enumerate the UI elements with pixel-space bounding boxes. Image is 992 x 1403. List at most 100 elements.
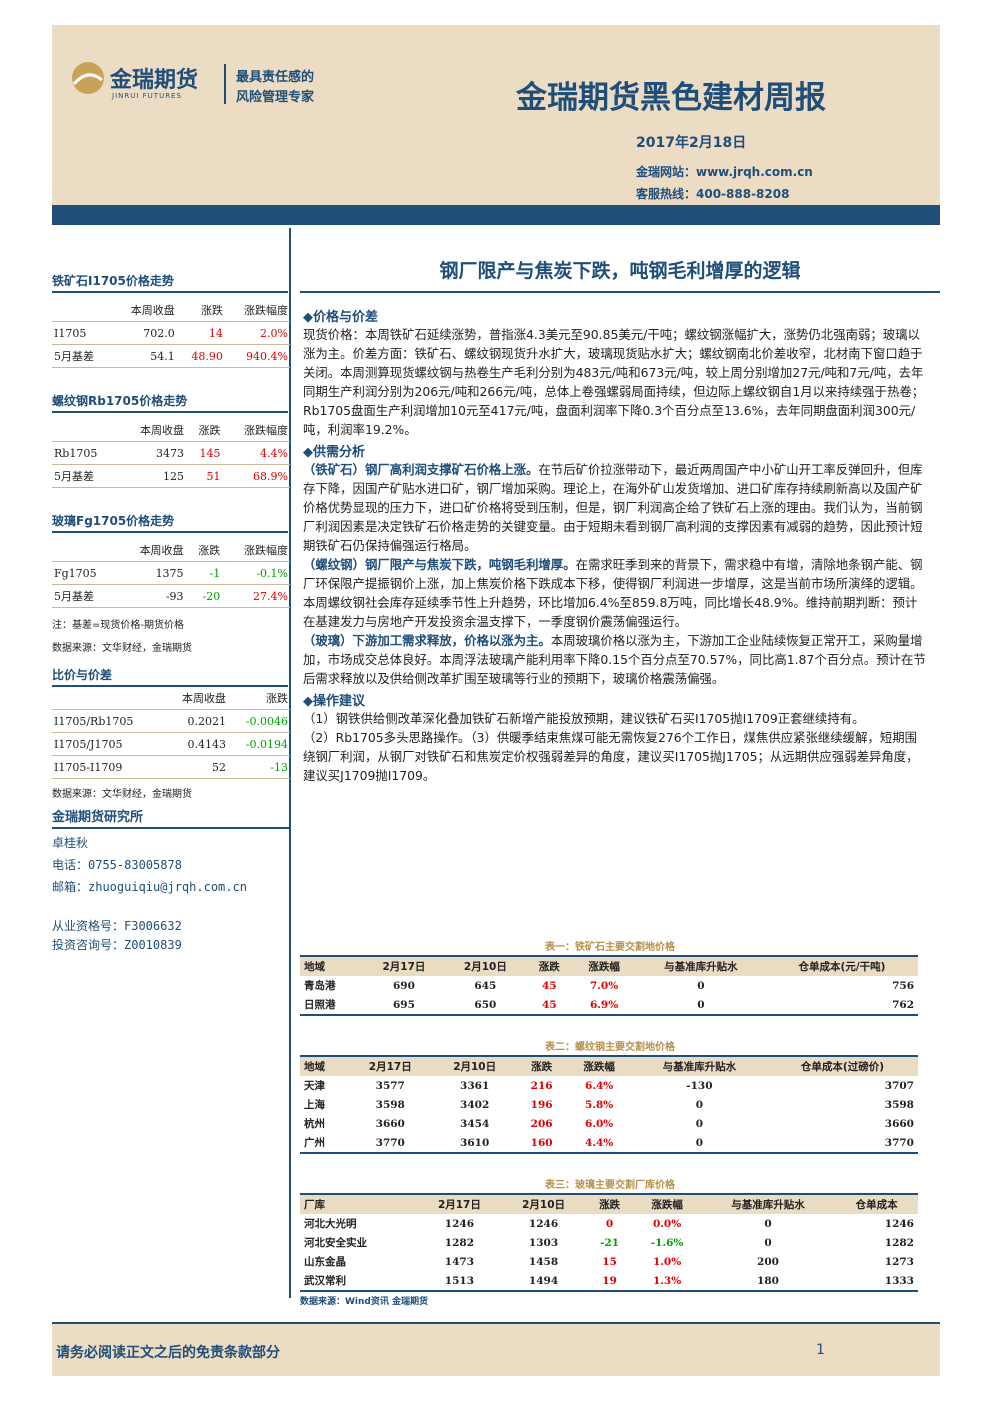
cell: 690 [392,979,415,992]
quote-row: I1705 702.0 14 2.0% [52,321,290,345]
cell: 2.0% [224,321,290,345]
cell: 0 [635,995,767,1016]
cell: 1282 [444,1236,475,1249]
blank-cell [52,687,164,710]
table-row: 上海 3598 3402 196 5.8% 0 3598 [300,1095,918,1114]
cell: 0 [605,1217,614,1230]
quote-header: 本周收盘 涨跌 涨跌幅度 [52,299,290,322]
header-cell: 本周收盘 [111,299,177,322]
cell: 27.4% [222,584,290,608]
cell: 1.3% [633,1271,701,1292]
cell: 5月基差 [52,584,118,608]
quote-row: Rb1705 3473 145 4.4% [52,441,290,465]
cell: 0 [697,979,705,992]
cell: 0.2021 [163,709,229,733]
cell: I1705/J1705 [52,732,164,756]
cell: 0 [695,1098,704,1111]
cell: 756 [892,979,914,992]
cell: 52 [163,755,229,779]
header-cell: 涨跌 [516,1055,567,1076]
cell: 3361 [460,1079,490,1092]
table-row: 山东金晶 1473 1458 15 1.0% 200 1273 [300,1252,918,1271]
ratio-row: I1705/J1705 0.4143 -0.0194 [52,732,290,756]
cell: 1246 [884,1217,914,1230]
cell: I1705 [52,321,112,345]
header-cell: 涨跌 [176,299,225,322]
cell: 5.8% [585,1098,614,1111]
cell: -1.6% [650,1236,684,1249]
note: 数据来源：文华财经，金瑞期货 [52,643,192,654]
paragraph: （铁矿石）钢厂高利润支撑矿石价格上涨。在节后矿价拉涨带动下，最近两周国产中小矿山… [303,460,928,555]
header-cell: 涨跌 [228,687,290,710]
blank-cell [52,419,119,442]
header-cell: 2月10日 [444,955,527,976]
table-row: 天津 3577 3361 216 6.4% -130 3707 [300,1076,918,1095]
header-cell: 与基准库升贴水 [631,1055,767,1076]
panel-title: 铁矿石I1705价格走势 [52,272,288,293]
cell: 5月基差 [52,344,112,368]
paragraph-lead: （铁矿石）钢厂高利润支撑矿石价格上涨。 [303,462,539,477]
slogan: 风险管理专家 [236,90,315,105]
section-heading: ◆操作建议 [303,694,365,709]
header-cell: 本周收盘 [163,687,229,710]
cell: 1282 [884,1236,914,1249]
cell: 1473 [444,1255,475,1268]
header-cell: 2月17日 [363,955,445,976]
cell: I1705-I1709 [52,755,164,779]
cell: 216 [530,1079,553,1092]
header-cell: 涨跌幅 [566,1055,632,1076]
cell: 3598 [884,1098,914,1111]
cell: -13 [228,755,290,779]
cell: 武汉常利 [300,1271,418,1292]
ratio-row: I1705/Rb1705 0.2021 -0.0046 [52,709,290,733]
note: 数据来源：文华财经，金瑞期货 [52,789,192,800]
quote-header: 本周收盘 涨跌 涨跌幅度 [52,539,290,562]
cell: 200 [757,1255,779,1268]
column-divider [289,228,291,1298]
cell: 19 [585,1271,634,1292]
panel-title: 玻璃Fg1705价格走势 [52,512,288,533]
header-bar [52,205,940,225]
header-cell: 2月10日 [432,1055,517,1076]
page-number: 1 [816,1342,825,1358]
cell: 3473 [118,441,186,465]
footer-band [52,1324,940,1376]
table-header: 厂库 2月17日 2月10日 涨跌 涨跌幅 与基准库升贴水 仓单成本 [300,1193,918,1214]
sidebar: 铁矿石I1705价格走势575.5566.0721.0598.0MACD(12,… [52,272,290,953]
cell: I1705/Rb1705 [52,709,164,733]
table-title: 表三：玻璃主要交割厂库价格 [545,1180,675,1191]
cell: -20 [185,584,223,608]
contact-qualification: 从业资格号：F3006632 [52,919,182,933]
cell: 0.0% [652,1217,682,1230]
cell: 3660 [375,1117,405,1130]
cell: 4.4% [566,1133,632,1154]
cell: 6.4% [585,1079,614,1092]
cell: 196 [530,1098,553,1111]
header-cell: 厂库 [300,1193,418,1214]
cell: 3707 [884,1079,914,1092]
cell: 145 [185,441,223,465]
website: 金瑞网站：www.jrqh.com.cn [636,165,813,179]
quote-row: Fg1705 1375 -1 -0.1% [52,561,290,585]
main-text: ◆价格与价差 现货价格：本周铁矿石延续涨势，普指涨4.3美元至90.85美元/干吨… [303,304,928,785]
cell: 180 [700,1271,836,1292]
table-row: 广州 3770 3610 160 4.4% 0 3770 [300,1133,918,1154]
cell: 206 [530,1117,553,1130]
paragraph-lead: （螺纹钢）钢厂限产与焦炭下跌，吨钢毛利增厚。 [303,557,576,572]
cell: 山东金晶 [304,1256,346,1268]
table-header: 地域 2月17日 2月10日 涨跌 涨跌幅 与基准库升贴水 仓单成本(元/干吨) [300,955,918,976]
cell: 1303 [528,1236,559,1249]
cell: 广州 [300,1133,349,1154]
quote-row: 5月基差 125 51 68.9% [52,464,290,488]
cell: 0 [764,1217,772,1230]
header-cell: 涨跌 [185,419,223,442]
panel-title: 比价与价差 [52,666,288,687]
cell: 6.0% [585,1117,614,1130]
header-cell: 仓单成本 [835,1193,918,1214]
header-cell: 地域 [300,955,364,976]
cell: 3577 [375,1079,405,1092]
header-cell: 2月10日 [501,1193,586,1214]
cell: 0.4143 [163,732,229,756]
slogan: 最具责任感的 [236,70,315,85]
